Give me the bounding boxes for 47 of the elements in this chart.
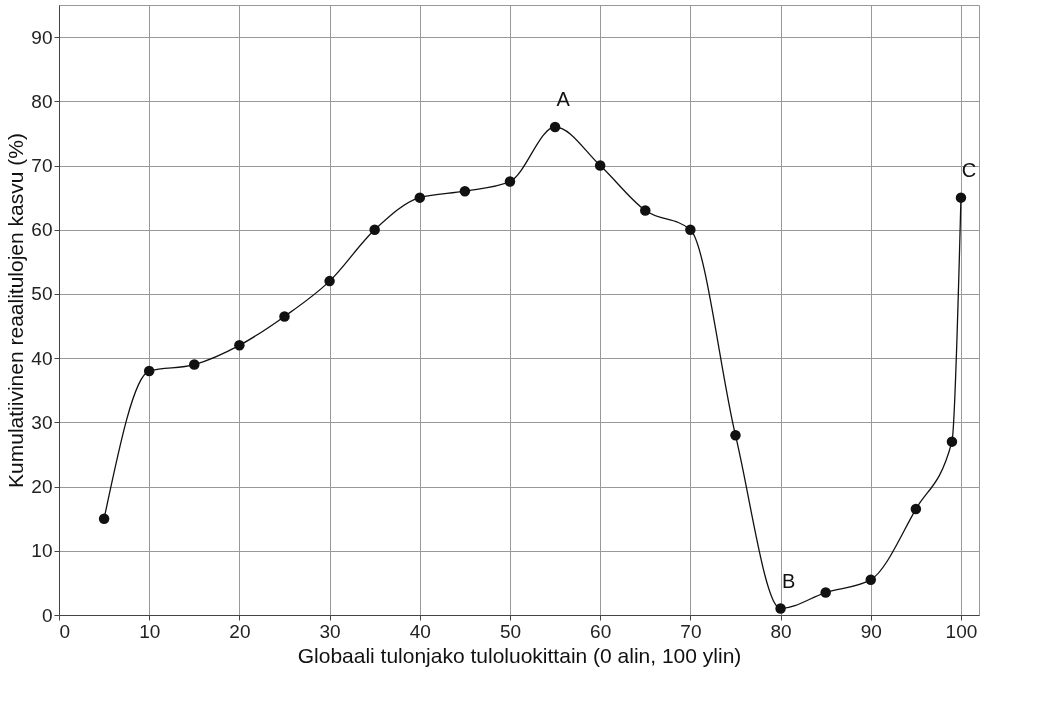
point xyxy=(820,587,831,598)
x-tick-label: 30 xyxy=(319,620,341,642)
point xyxy=(685,224,696,235)
x-tick-label: 10 xyxy=(139,620,161,642)
y-tick-label: 80 xyxy=(31,90,53,112)
x-tick-label: 100 xyxy=(945,620,978,642)
y-axis-title: Kumulatiivinen reaalitulojen kasvu (%) xyxy=(4,133,28,488)
point xyxy=(504,176,516,187)
y-tick-label: 20 xyxy=(31,476,53,498)
point xyxy=(279,311,290,322)
point xyxy=(730,429,741,441)
point xyxy=(143,365,155,377)
point xyxy=(189,359,200,370)
annotation: C xyxy=(961,158,977,181)
point xyxy=(865,574,877,585)
x-tick-label: 80 xyxy=(770,620,792,642)
y-tick-label: 40 xyxy=(31,347,53,369)
annotation: B xyxy=(781,569,796,592)
y-tick-label: 10 xyxy=(31,540,53,562)
point xyxy=(414,192,426,203)
point xyxy=(234,340,245,351)
x-tick-label: 60 xyxy=(590,620,612,642)
x-axis-title: Globaali tulonjako tuloluokittain (0 alin, 100 ylin) xyxy=(297,643,742,667)
point xyxy=(98,513,110,524)
point xyxy=(775,603,786,614)
x-tick-label: 90 xyxy=(860,620,882,642)
point xyxy=(946,436,958,447)
point xyxy=(955,192,967,203)
y-tick-label: 60 xyxy=(31,219,53,241)
y-tick-label: 90 xyxy=(31,26,53,48)
point xyxy=(640,205,651,216)
y-tick-label: 30 xyxy=(31,411,53,433)
point xyxy=(594,160,606,171)
x-tick-label: 70 xyxy=(680,620,702,642)
point xyxy=(549,121,561,133)
y-tick-label: 50 xyxy=(31,283,53,305)
x-tick-label: 20 xyxy=(229,620,251,642)
point xyxy=(910,503,922,515)
point xyxy=(369,224,380,235)
point xyxy=(324,275,335,287)
y-tick-label: 0 xyxy=(41,604,53,626)
y-tick-label: 70 xyxy=(31,155,53,177)
x-tick-label: 50 xyxy=(499,620,522,642)
x-tick-label: 0 xyxy=(59,620,71,642)
point xyxy=(459,185,471,197)
annotation: A xyxy=(556,88,571,110)
x-tick-label: 40 xyxy=(409,620,431,642)
